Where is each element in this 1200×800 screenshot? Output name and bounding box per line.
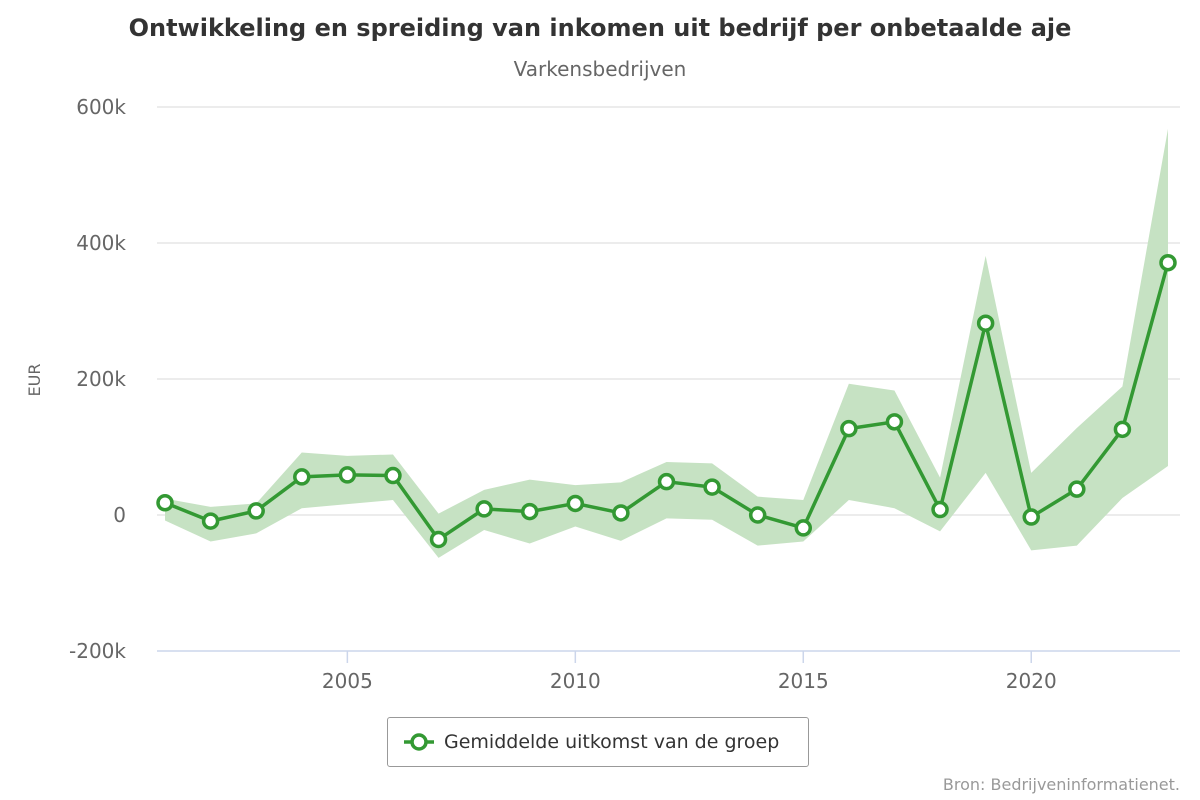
data-point[interactable]: [748, 506, 767, 524]
x-tick-label: 2010: [550, 669, 601, 693]
data-point[interactable]: [293, 468, 311, 486]
y-tick-label: 200k: [76, 367, 126, 391]
data-point[interactable]: [1113, 420, 1132, 439]
y-tick-label: 400k: [76, 231, 126, 255]
data-point[interactable]: [1159, 253, 1177, 272]
data-point[interactable]: [338, 466, 357, 484]
data-point[interactable]: [429, 530, 448, 549]
x-tick-label: 2020: [1006, 669, 1057, 693]
y-axis-title: EUR: [25, 364, 44, 397]
credits[interactable]: Bron: Bedrijveninformatienet.: [942, 775, 1180, 794]
data-point[interactable]: [703, 478, 721, 496]
data-point[interactable]: [931, 500, 949, 519]
data-point[interactable]: [657, 472, 676, 491]
data-point[interactable]: [976, 314, 995, 332]
data-point[interactable]: [566, 494, 585, 513]
x-axis: [157, 650, 1180, 663]
data-point[interactable]: [794, 519, 813, 537]
data-point[interactable]: [1068, 480, 1086, 498]
y-tick-label: 600k: [76, 95, 126, 119]
data-points[interactable]: [156, 253, 1177, 549]
legend[interactable]: Gemiddelde uitkomst van de groep: [387, 717, 809, 767]
data-point[interactable]: [201, 512, 220, 530]
range-band-layer: [165, 128, 1168, 558]
data-point[interactable]: [520, 502, 539, 521]
data-point[interactable]: [612, 504, 630, 522]
legend-line-marker-icon: [404, 733, 434, 751]
chart-subtitle: Varkensbedrijven: [513, 57, 687, 81]
data-point[interactable]: [475, 500, 493, 518]
x-tick-label: 2005: [322, 669, 373, 693]
y-tick-label: 0: [113, 503, 126, 527]
data-point[interactable]: [885, 413, 904, 431]
x-tick-label: 2015: [778, 669, 829, 693]
y-axis-labels: -200k 0 200k 400k 600k: [69, 95, 126, 663]
range-band: [165, 128, 1168, 558]
data-point[interactable]: [247, 502, 265, 520]
chart-title: Ontwikkeling en spreiding van inkomen ui…: [128, 14, 1072, 42]
legend-item-label: Gemiddelde uitkomst van de groep: [444, 731, 780, 753]
data-point[interactable]: [1022, 508, 1040, 526]
x-axis-labels: 2005 2010 2015 2020: [322, 669, 1057, 693]
data-point[interactable]: [840, 419, 858, 438]
data-point[interactable]: [156, 494, 174, 512]
data-point[interactable]: [384, 466, 402, 485]
y-tick-label: -200k: [69, 639, 126, 663]
